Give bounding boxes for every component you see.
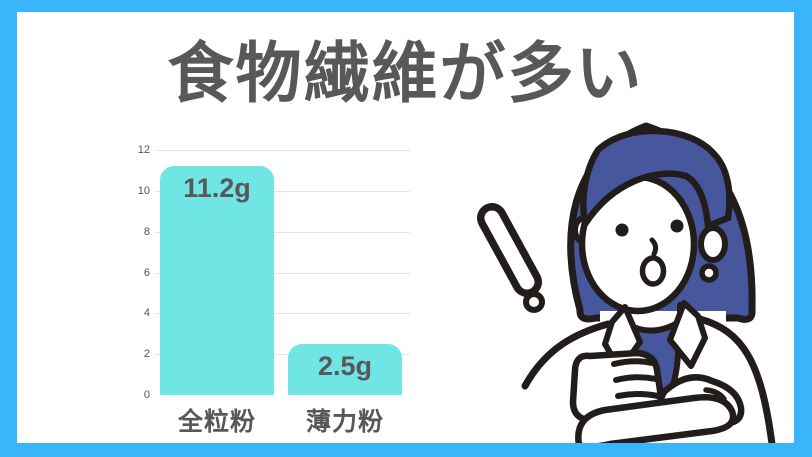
nose <box>649 237 659 257</box>
bar <box>160 166 274 395</box>
x-axis-category-label: 全粒粉 <box>177 408 256 436</box>
y-axis-tick-label: 8 <box>143 225 150 238</box>
page-title: 食物繊維が多い <box>167 36 644 110</box>
y-axis-tick-label: 2 <box>143 348 150 361</box>
bar-value-label: 11.2g <box>183 173 251 204</box>
bar <box>288 343 402 395</box>
x-axis-category-label: 薄力粉 <box>305 408 384 436</box>
y-axis-tick-label: 4 <box>143 307 150 320</box>
bar-value-label: 2.5g <box>317 350 373 381</box>
right-ear <box>698 225 728 263</box>
right-shoulder <box>696 315 776 446</box>
y-axis-tick-label: 12 <box>137 144 150 156</box>
gridline <box>155 190 410 192</box>
y-axis-tick-label: 10 <box>137 184 150 197</box>
gridline <box>155 313 410 315</box>
earring <box>699 263 719 283</box>
hair-bangs <box>580 127 733 230</box>
gridline <box>155 150 410 151</box>
mouth <box>639 255 667 287</box>
right-eye <box>670 219 684 233</box>
gridline <box>155 272 410 274</box>
y-axis-tick-label: 0 <box>143 389 150 401</box>
y-axis-tick-label: 6 <box>143 266 150 279</box>
fist-fingers <box>611 358 661 399</box>
left-eye <box>615 223 629 237</box>
gridline <box>155 354 410 356</box>
right-lapel <box>667 300 708 369</box>
bar-chart: 0 2 4 6 8 10 12 11.2g 全粒粉 2.5g 薄力粉 <box>118 144 423 444</box>
left-shoulder <box>521 320 612 390</box>
exclamation-mark-icon <box>477 203 545 313</box>
gridline <box>155 231 410 233</box>
woman-illustration <box>477 122 776 446</box>
